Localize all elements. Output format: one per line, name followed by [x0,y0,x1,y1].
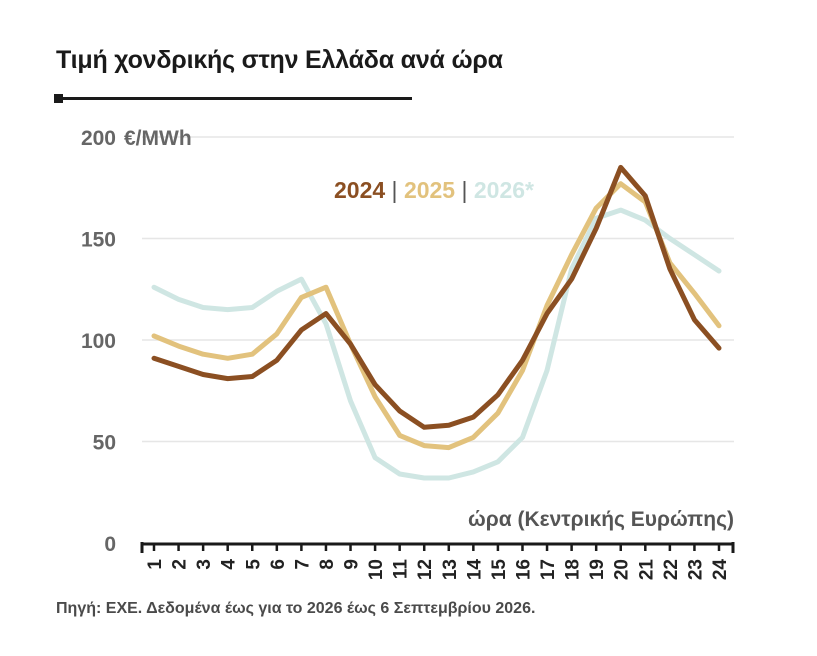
x-tick-label: 4 [219,559,240,570]
chart-title: Τιμή χονδρικής στην Ελλάδα ανά ώρα [56,46,503,74]
x-tick-label: 12 [415,559,436,580]
y-tick-label: 100 [81,330,116,353]
y-tick-label: 0 [104,533,116,556]
legend-entry: 2026* [474,177,534,203]
source-note: Πηγή: ΕΧΕ. Δεδομένα έως για το 2026 έως … [56,600,536,617]
legend-separator: | [455,177,474,203]
legend: 2024 | 2025 | 2026* [334,177,534,203]
legend-entry: 2024 [334,177,385,203]
x-tick-label: 16 [513,559,534,580]
y-tick-label: 200 [81,127,116,150]
x-tick-label: 22 [661,559,682,580]
title-underline [56,97,412,100]
x-tick-label: 21 [636,559,657,581]
x-tick-label: 3 [194,559,215,570]
x-tick-label: 2 [170,559,191,570]
x-tick-label: 24 [710,559,731,581]
y-axis-ticks: 0 50 100 150 200 [81,127,116,556]
x-axis-label: ώρα (Κεντρικής Ευρώπης) [468,508,734,531]
x-tick-label: 14 [464,559,485,581]
x-tick-label: 11 [391,559,412,580]
legend-entry: 2025 [404,177,455,203]
x-tick-label: 8 [317,559,338,570]
x-tick-label: 6 [268,559,289,570]
x-tick-label: 17 [538,559,559,580]
x-tick-label: 23 [685,559,706,580]
x-tick-label: 18 [563,559,584,580]
x-tick-label: 5 [243,559,264,570]
title-underline-cap [54,94,63,103]
series-line-2026 [151,207,722,481]
x-tick-label: 20 [612,559,633,580]
series-line-2024 [151,164,722,430]
x-tick-label: 7 [292,559,313,570]
legend-separator: | [385,177,404,203]
series-line-2025 [151,181,722,451]
x-axis: 1 2 3 4 5 6 7 8 9 10 11 12 13 14 15 16 17 18 19 20 21 22 23 24 [140,542,735,581]
y-tick-label: 50 [93,432,116,455]
x-tick-label: 10 [366,559,387,580]
series-lines [151,164,722,481]
x-tick-label: 13 [440,559,461,580]
y-axis-unit: €/MWh [124,127,192,150]
gridlines [142,136,734,443]
x-tick-label: 19 [587,559,608,580]
x-tick-label: 9 [342,559,363,570]
y-tick-label: 150 [81,229,116,252]
x-tick-label: 15 [489,559,510,581]
x-tick-label: 1 [145,559,166,570]
